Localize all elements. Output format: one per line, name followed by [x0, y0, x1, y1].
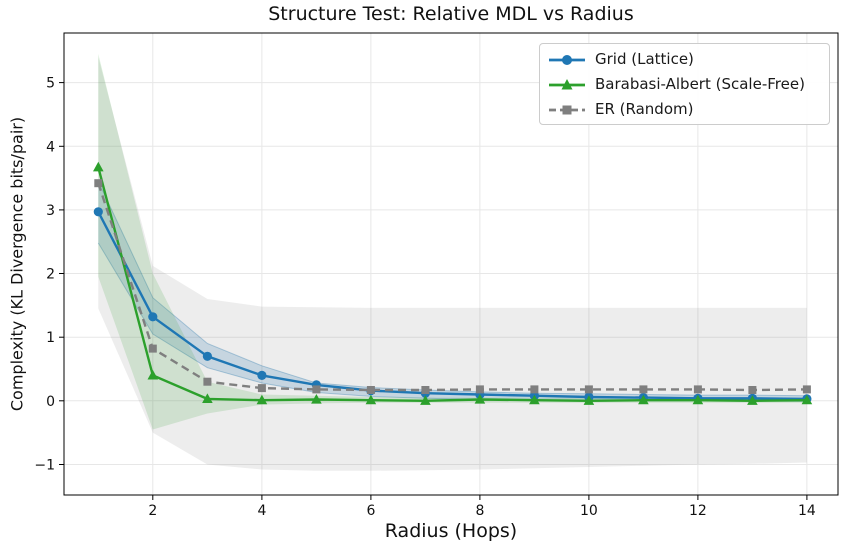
svg-text:4: 4 — [257, 503, 266, 519]
legend-line-circle-icon — [548, 52, 586, 66]
band-barabasi-albert-scale-free — [98, 54, 807, 430]
x-tick-labels: 2 4 6 8 10 12 14 — [148, 503, 816, 519]
tick-marks — [59, 82, 808, 500]
svg-text:6: 6 — [366, 503, 375, 519]
series-markers-barabasi-albert-scale-free — [93, 161, 813, 405]
legend-line-triangle-icon — [548, 77, 586, 91]
legend: Grid (Lattice) Barabasi-Albert (Scale-Fr… — [539, 43, 830, 125]
svg-text:3: 3 — [46, 203, 55, 219]
band-er-random — [98, 57, 807, 471]
svg-text:2: 2 — [46, 267, 55, 283]
svg-text:1: 1 — [46, 330, 55, 346]
svg-text:2: 2 — [148, 503, 157, 519]
legend-label: Barabasi-Albert (Scale-Free) — [595, 75, 805, 93]
y-axis-label: Complexity (KL Divergence bits/pair) — [7, 116, 27, 412]
legend-label: ER (Random) — [595, 100, 694, 118]
axes-frame — [63, 32, 839, 496]
band-edge-grid-lattice — [97, 181, 807, 397]
svg-text:4: 4 — [46, 139, 55, 155]
legend-label: Grid (Lattice) — [595, 50, 694, 68]
svg-text:12: 12 — [689, 503, 707, 519]
y-tick-labels: −1 0 1 2 3 4 5 — [34, 76, 55, 474]
svg-text:5: 5 — [46, 76, 55, 92]
legend-item-barabasi-albert: Barabasi-Albert (Scale-Free) — [548, 73, 821, 95]
legend-item-er-random: ER (Random) — [548, 98, 821, 120]
series-line-er-random — [97, 182, 807, 392]
series-line-barabasi-albert-scale-free — [97, 166, 807, 403]
legend-item-grid-lattice: Grid (Lattice) — [548, 48, 821, 70]
series-line-grid-lattice — [97, 211, 807, 401]
svg-text:0: 0 — [46, 394, 55, 410]
chart-title: Structure Test: Relative MDL vs Radius — [268, 3, 634, 25]
svg-text:8: 8 — [475, 503, 484, 519]
series-markers-er-random — [94, 179, 811, 394]
x-axis-label: Radius (Hops) — [384, 520, 518, 542]
svg-text:10: 10 — [580, 503, 598, 519]
legend-line-square-icon — [548, 102, 586, 116]
svg-text:−1: −1 — [34, 458, 55, 474]
svg-text:14: 14 — [798, 503, 816, 519]
